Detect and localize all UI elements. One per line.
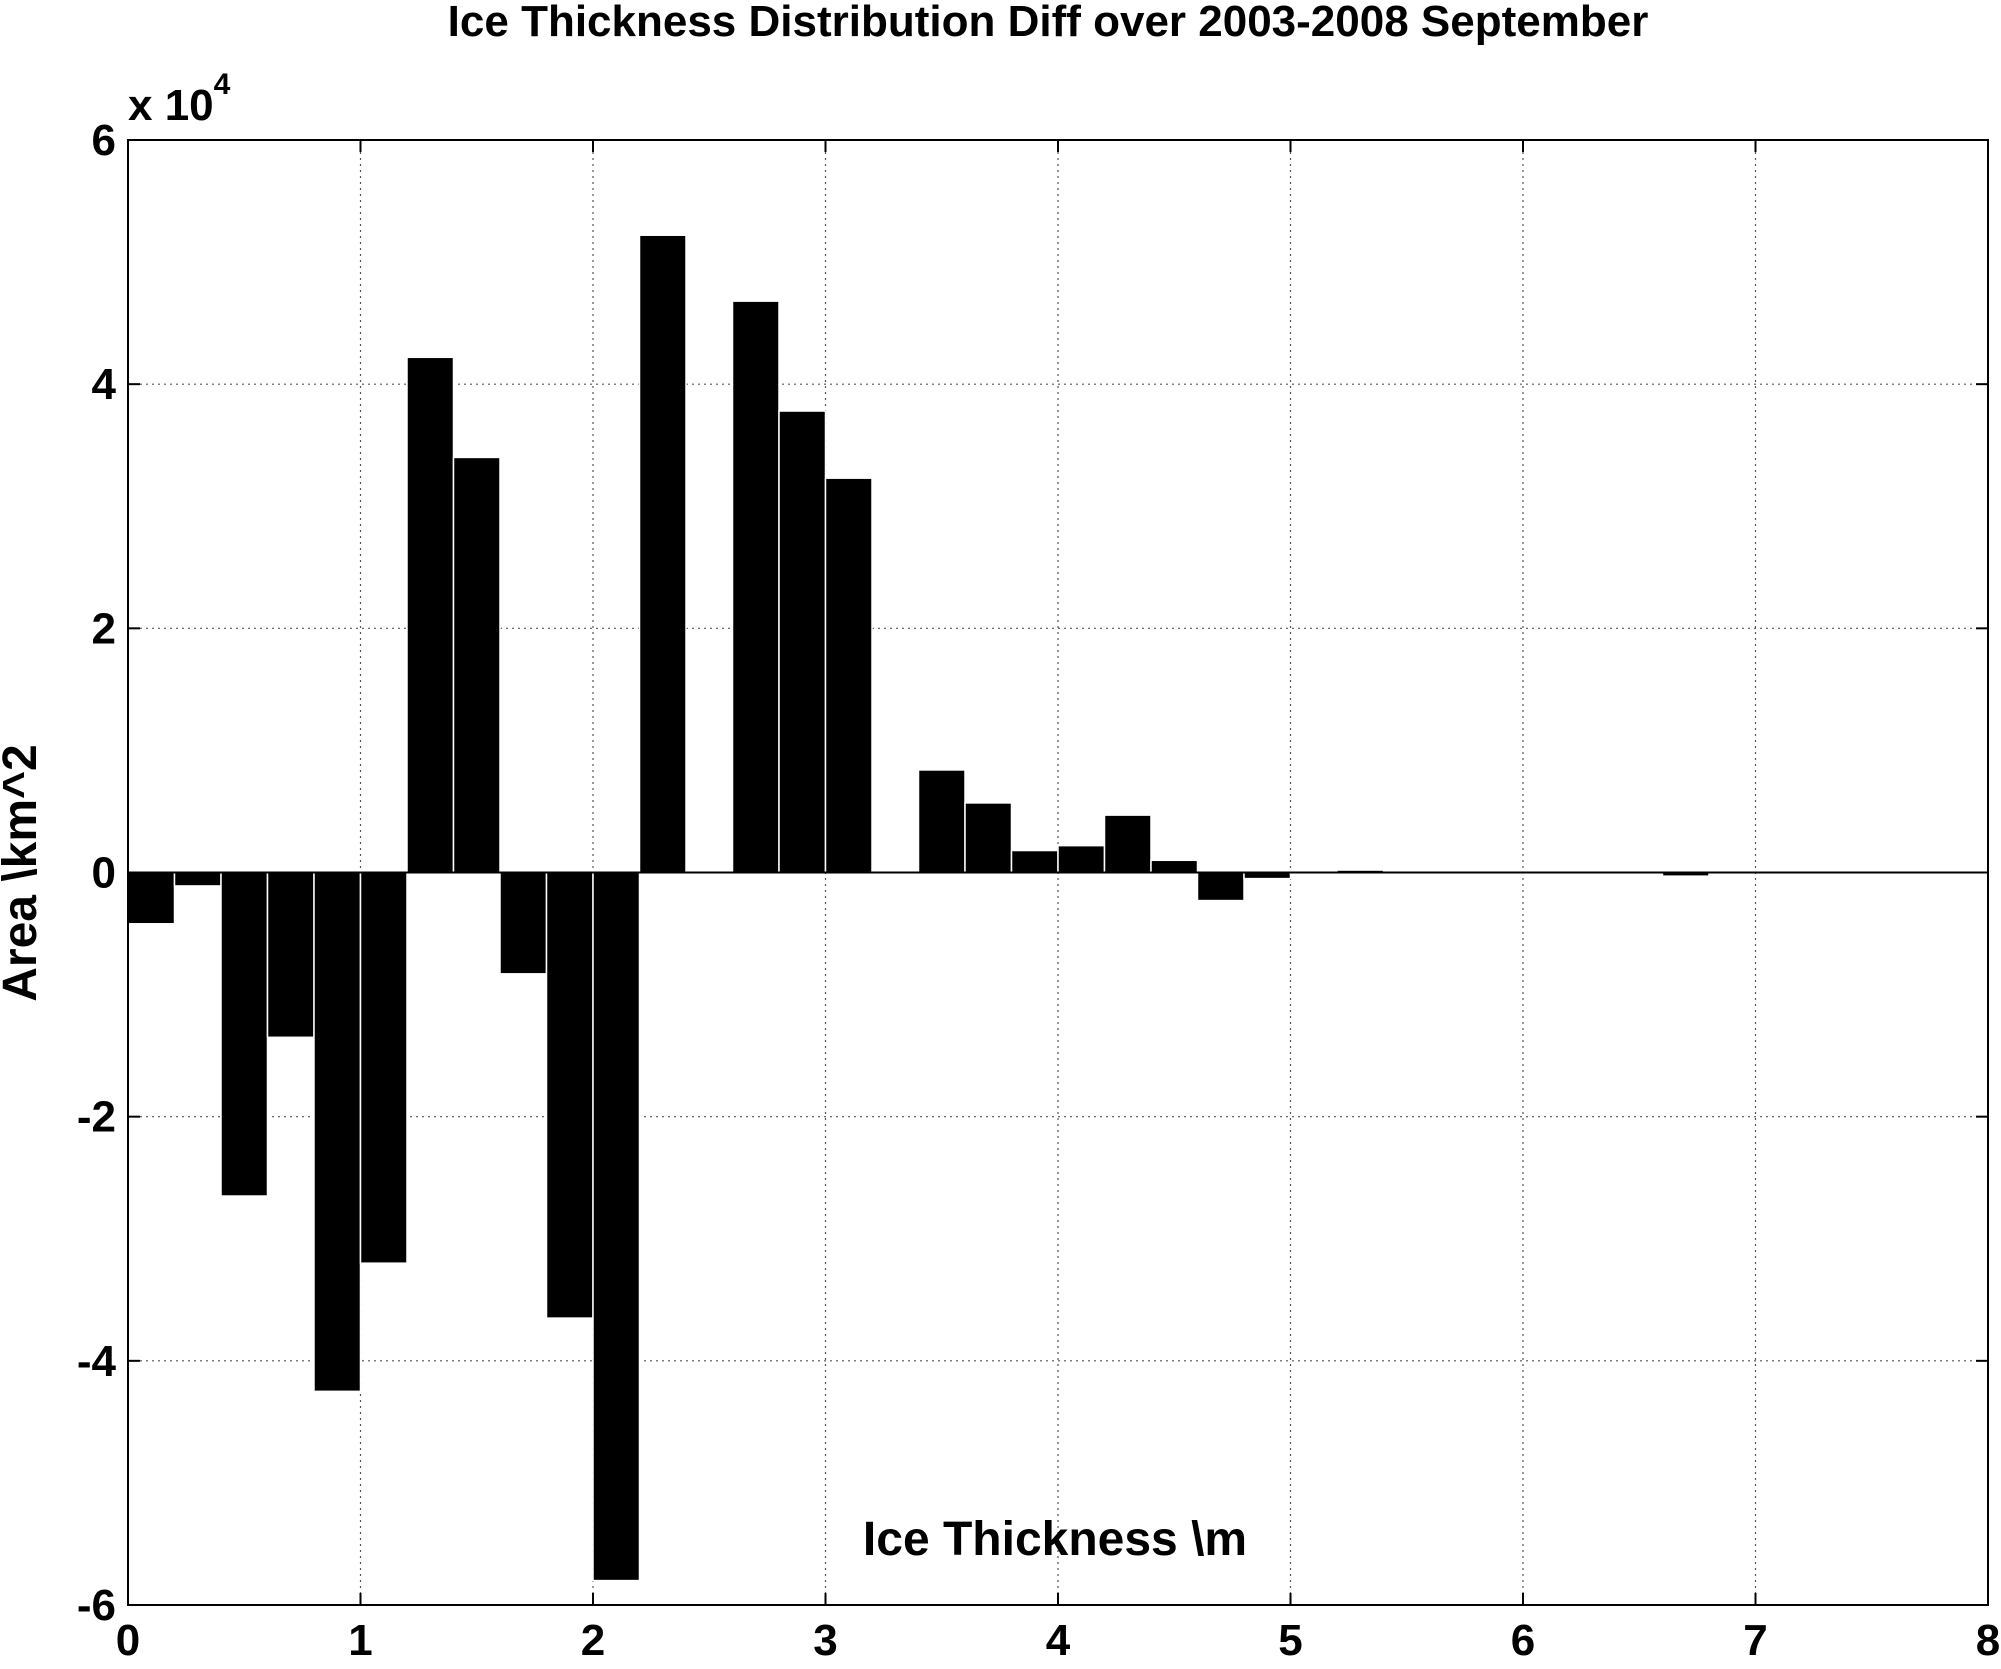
- bar: [592, 871, 641, 1582]
- bar: [1150, 859, 1199, 874]
- x-tick-label: 4: [1046, 1616, 1071, 1665]
- bar: [406, 356, 455, 874]
- bar: [545, 871, 594, 1319]
- bar: [1196, 871, 1245, 902]
- bar: [638, 234, 687, 874]
- axis-ticks: [127, 139, 1989, 1606]
- y-tick-label: -2: [77, 1093, 116, 1142]
- bar: [824, 477, 873, 874]
- bar: [127, 871, 176, 925]
- bar: [1057, 844, 1106, 874]
- y-tick-label: -4: [77, 1337, 117, 1386]
- y-tick-label: 4: [92, 360, 117, 409]
- y-exponent-label: x 104: [128, 68, 231, 130]
- x-tick-label: 2: [581, 1616, 605, 1665]
- chart-title: Ice Thickness Distribution Diff over 200…: [448, 0, 1649, 46]
- x-tick-label: 3: [813, 1616, 837, 1665]
- x-tick-label: 1: [348, 1616, 372, 1665]
- x-tick-label: 0: [116, 1616, 140, 1665]
- y-tick-label: 6: [92, 116, 116, 165]
- bar: [499, 871, 548, 975]
- bar: [359, 871, 408, 1264]
- y-tick-label: 0: [92, 849, 116, 898]
- bar: [173, 871, 222, 887]
- y-axis-label: Area \km^2: [0, 744, 47, 1002]
- bar: [778, 410, 827, 874]
- bar: [917, 769, 966, 874]
- x-tick-labels: 0 1 2 3 4 5 6 7 8: [116, 1616, 2000, 1665]
- bar: [220, 871, 269, 1197]
- y-exponent-prefix: x 10: [128, 81, 214, 130]
- bar: [1103, 814, 1152, 874]
- x-tick-label: 6: [1511, 1616, 1535, 1665]
- x-tick-label: 7: [1743, 1616, 1767, 1665]
- bar: [1010, 849, 1059, 874]
- y-exponent-power: 4: [214, 68, 231, 101]
- x-tick-label: 5: [1278, 1616, 1302, 1665]
- bars: [127, 234, 1710, 1582]
- y-tick-label: 2: [92, 604, 116, 653]
- bar: [313, 871, 362, 1393]
- bar: [731, 300, 780, 874]
- bar: [452, 456, 501, 874]
- bar: [964, 802, 1013, 874]
- y-tick-label: -6: [77, 1581, 116, 1630]
- x-axis-label: Ice Thickness \m: [863, 1513, 1247, 1566]
- y-tick-labels: -6 -4 -2 0 2 4 6: [77, 116, 117, 1630]
- bar: [266, 871, 315, 1039]
- x-tick-label: 8: [1976, 1616, 2000, 1665]
